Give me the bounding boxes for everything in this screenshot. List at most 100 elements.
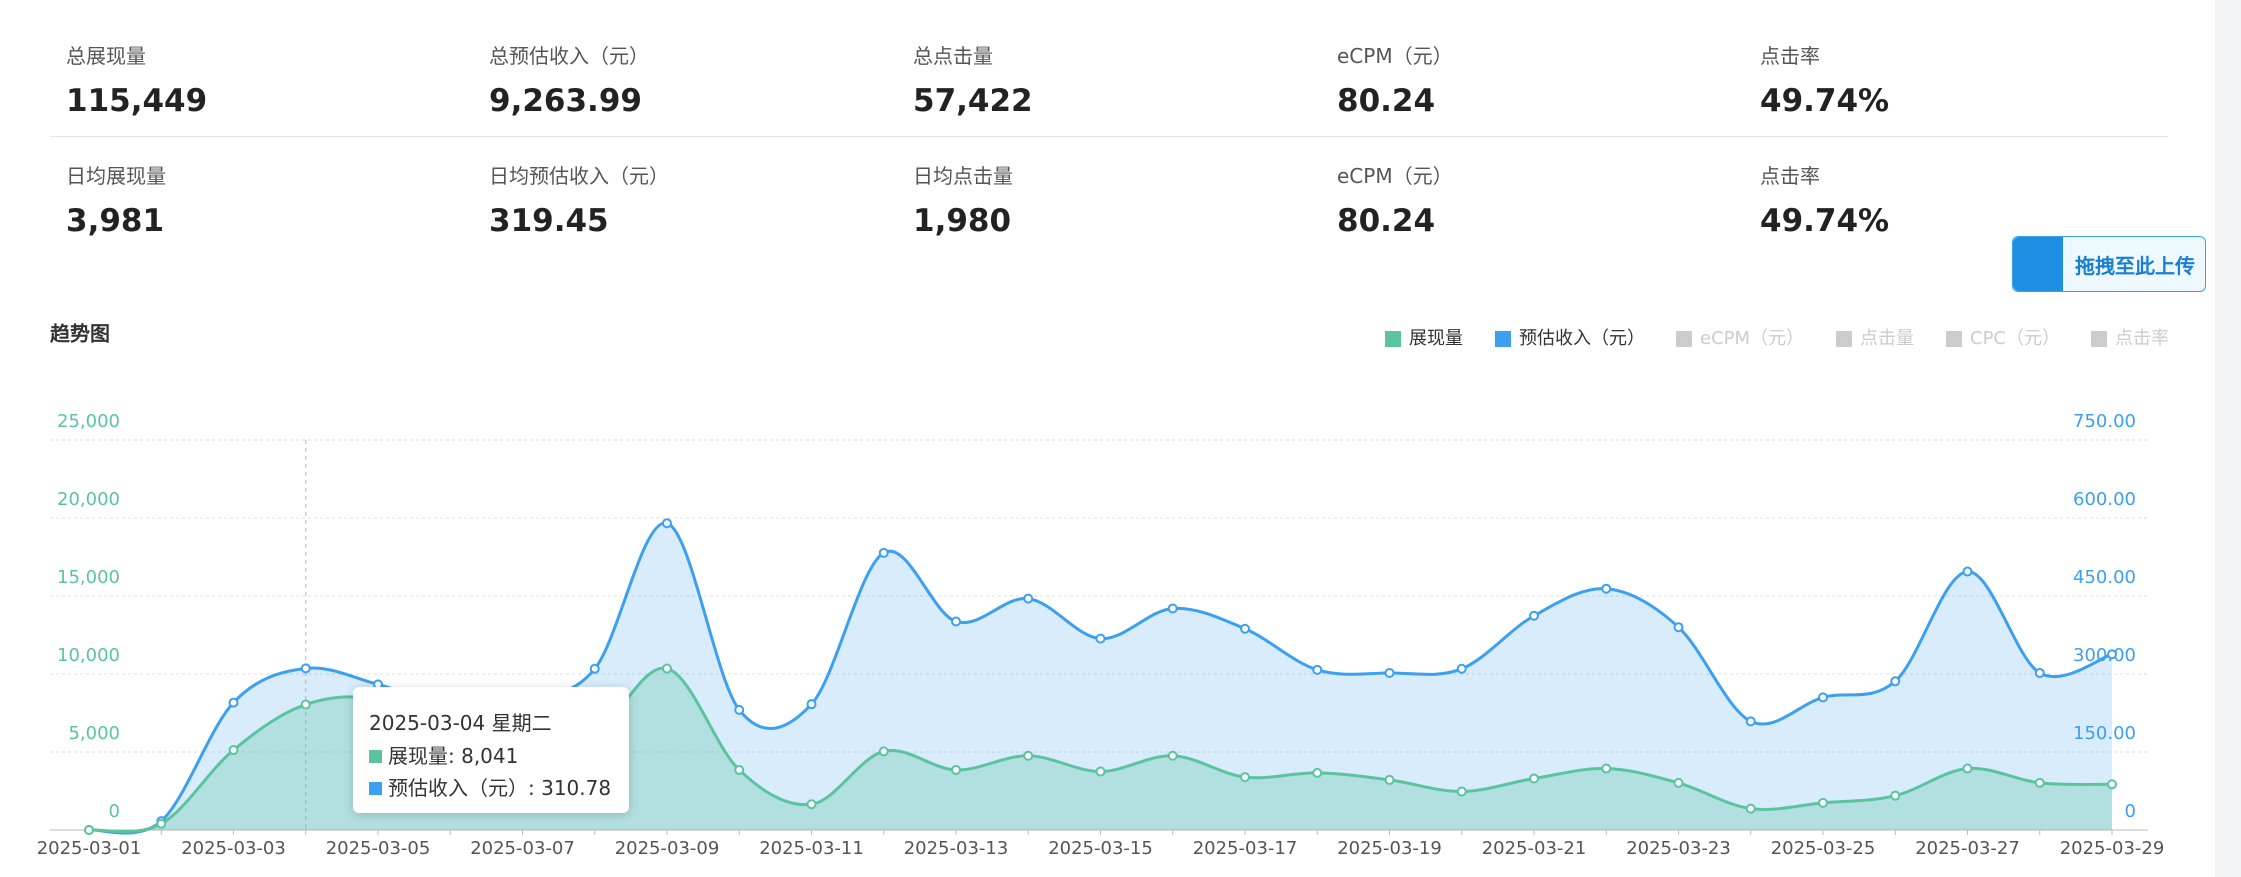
point xyxy=(1529,773,1539,784)
x-tick-label: 2025-03-13 xyxy=(904,838,1009,859)
point xyxy=(1601,583,1612,594)
point xyxy=(2034,667,2045,678)
y2-tick-label: 0 xyxy=(2125,801,2136,822)
point xyxy=(2107,779,2117,790)
tooltip: 2025-03-04 星期二 展现量: 8,041 预估收入（元）: 310.7… xyxy=(353,687,629,813)
point xyxy=(662,518,672,529)
stat: 总预估收入（元） 9,263.99 xyxy=(489,40,649,119)
tooltip-row: 展现量: 8,041 xyxy=(388,744,519,768)
legend-swatch xyxy=(2091,331,2107,347)
stat-value: 9,263.99 xyxy=(489,83,642,119)
point xyxy=(662,663,672,674)
point xyxy=(734,764,745,775)
x-tick-label: 2025-03-17 xyxy=(1193,838,1298,859)
x-tick-label: 2025-03-27 xyxy=(1915,838,2020,859)
stat: 日均预估收入（元） 319.45 xyxy=(489,160,669,239)
stat: 点击率 49.74% xyxy=(1760,160,1889,239)
point xyxy=(1962,763,1973,774)
x-tick-label: 2025-03-07 xyxy=(470,838,575,859)
x-tick-label: 2025-03-29 xyxy=(2060,838,2165,859)
legend-label: eCPM（元） xyxy=(1700,328,1804,349)
point xyxy=(1167,750,1178,761)
stat-value: 319.45 xyxy=(489,203,609,239)
point xyxy=(1962,566,1973,577)
stat-label: 总点击量 xyxy=(913,44,993,68)
point xyxy=(1890,790,1901,801)
point xyxy=(84,825,94,835)
tooltip-title: 2025-03-04 星期二 xyxy=(369,711,552,735)
point xyxy=(300,699,311,710)
stat-label: 点击率 xyxy=(1760,44,1820,68)
legend-label: CPC（元） xyxy=(1970,328,2060,349)
point xyxy=(1529,610,1539,621)
legend-swatch xyxy=(1946,331,1962,347)
point xyxy=(1745,803,1756,814)
point xyxy=(734,704,745,715)
stat-label: 日均点击量 xyxy=(913,164,1013,188)
point xyxy=(2107,649,2117,660)
stat-value: 80.24 xyxy=(1337,203,1436,239)
point xyxy=(1095,766,1106,777)
stat-label: eCPM（元） xyxy=(1337,164,1453,188)
stat: 日均点击量 1,980 xyxy=(913,160,1013,239)
point xyxy=(878,547,889,558)
point xyxy=(1384,667,1395,678)
tooltip-row: 预估收入（元）: 310.78 xyxy=(388,776,612,800)
point xyxy=(806,799,817,810)
point xyxy=(1890,676,1901,687)
legend-swatch xyxy=(1385,331,1401,347)
point xyxy=(228,744,239,755)
upload-button[interactable]: 拖拽至此上传 xyxy=(2012,236,2206,292)
x-tick-label: 2025-03-11 xyxy=(759,838,864,859)
point xyxy=(1601,763,1612,774)
stat-label: 日均展现量 xyxy=(66,164,166,188)
stat: 总点击量 57,422 xyxy=(913,40,1033,119)
x-tick-label: 2025-03-19 xyxy=(1337,838,1442,859)
point xyxy=(1240,772,1250,783)
stat-value: 1,980 xyxy=(913,203,1012,239)
point xyxy=(1673,777,1684,788)
upload-text: 拖拽至此上传 xyxy=(2075,253,2195,278)
point xyxy=(228,697,239,708)
point xyxy=(1095,633,1106,644)
point xyxy=(1673,622,1684,633)
point xyxy=(1745,716,1756,727)
stat: 点击率 49.74% xyxy=(1760,40,1889,119)
stat: 日均展现量 3,981 xyxy=(66,160,166,239)
point xyxy=(951,616,961,627)
stat: eCPM（元） 80.24 xyxy=(1337,40,1453,119)
stat-label: 日均预估收入（元） xyxy=(489,164,669,188)
sidebar-strip xyxy=(2215,0,2241,877)
stat-value: 57,422 xyxy=(913,83,1033,119)
x-tick-label: 2025-03-03 xyxy=(181,838,286,859)
y2-tick-label: 150.00 xyxy=(2073,723,2136,744)
legend-swatch xyxy=(1676,331,1692,347)
y2-tick-label: 600.00 xyxy=(2073,489,2136,510)
chart-title: 趋势图 xyxy=(50,322,110,346)
y-tick-label: 20,000 xyxy=(57,489,120,510)
stat-label: 点击率 xyxy=(1760,164,1820,188)
point xyxy=(1312,664,1323,675)
stat-value: 3,981 xyxy=(66,203,165,239)
point xyxy=(951,764,961,775)
y-tick-label: 5,000 xyxy=(68,723,120,744)
y-tick-label: 0 xyxy=(109,801,120,822)
point xyxy=(1456,663,1467,674)
stat-value: 115,449 xyxy=(66,83,208,119)
stat-value: 49.74% xyxy=(1760,83,1890,119)
point xyxy=(1312,767,1323,778)
point xyxy=(1456,786,1467,797)
legend-label: 预估收入（元） xyxy=(1519,328,1645,349)
x-tick-label: 2025-03-25 xyxy=(1771,838,1876,859)
stat: 总展现量 115,449 xyxy=(66,40,207,119)
point xyxy=(1240,623,1250,634)
point xyxy=(2034,777,2045,788)
y-tick-label: 10,000 xyxy=(57,645,120,666)
x-tick-label: 2025-03-01 xyxy=(37,838,142,859)
y-tick-label: 15,000 xyxy=(57,567,120,588)
point xyxy=(806,699,817,710)
point xyxy=(1818,692,1828,703)
point xyxy=(300,663,311,674)
x-tick-label: 2025-03-15 xyxy=(1048,838,1153,859)
